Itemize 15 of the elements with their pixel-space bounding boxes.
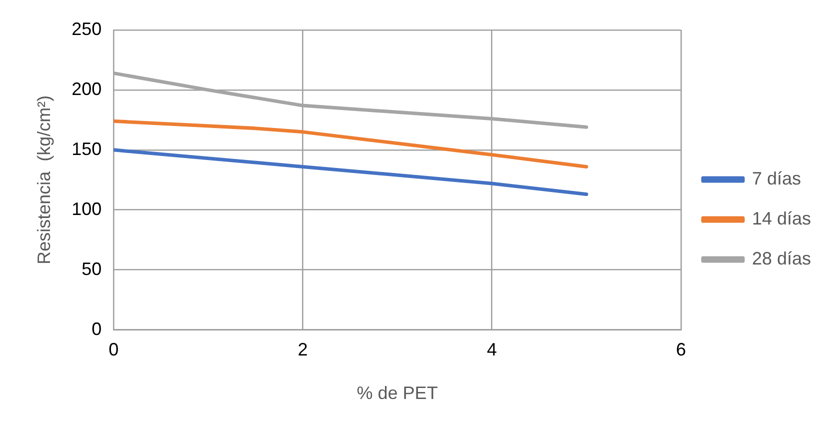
x-tick-label: 0 [108,340,119,360]
y-tick-label: 150 [72,138,102,159]
legend-label: 14 días [752,208,811,228]
y-tick-label: 50 [82,258,102,279]
x-tick-label: 6 [676,340,686,360]
x-axis-title: % de PET [356,383,438,404]
y-tick-label: 200 [72,78,102,99]
x-tick-label: 4 [486,340,497,360]
x-tick-label: 2 [298,340,308,360]
y-tick-label: 250 [72,18,102,39]
y-axis-title: Resistencia (kg/cm²) [34,95,54,264]
legend-label: 7 días [752,168,801,188]
y-tick-label: 0 [92,318,102,339]
legend-label: 28 días [752,248,811,268]
y-tick-label: 100 [72,198,102,219]
